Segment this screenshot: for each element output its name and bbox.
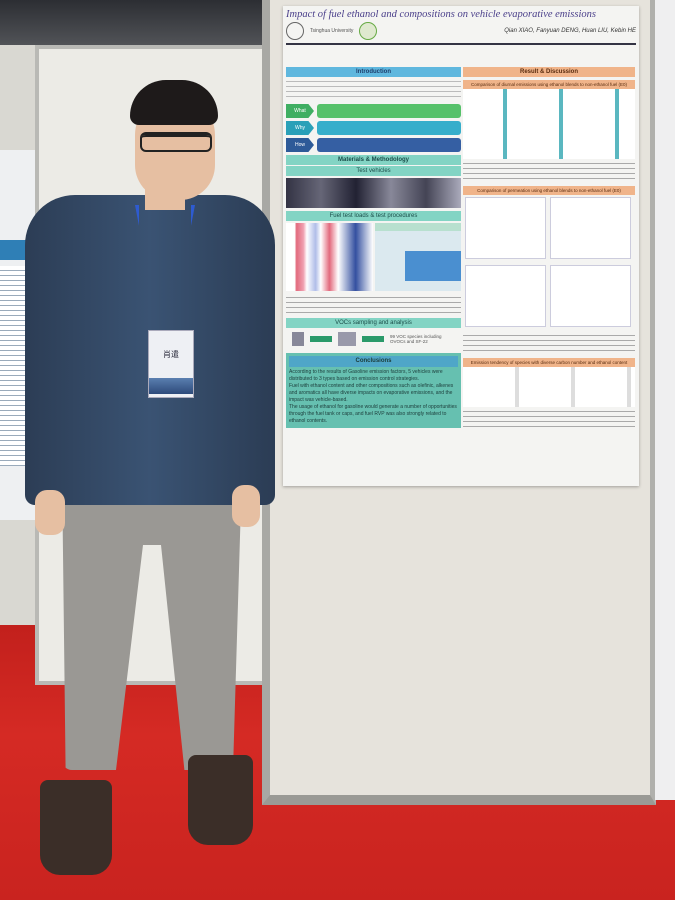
why-label: Why xyxy=(286,121,314,135)
what-bar xyxy=(317,104,461,118)
section-test-vehicles: Test vehicles xyxy=(286,166,461,176)
instrument-icon xyxy=(338,332,356,346)
university-seal-icon xyxy=(286,22,304,40)
conclusion-point: Fuel with ethanol content and other comp… xyxy=(289,383,454,403)
section-introduction: Introduction xyxy=(286,67,461,77)
tendency-figures xyxy=(463,367,635,407)
university-name: Tsinghua University xyxy=(310,28,354,34)
name-badge: 肖遣 xyxy=(148,330,194,398)
how-bar xyxy=(317,138,461,152)
fuel-composition-chart xyxy=(286,223,373,291)
voc-species-text: 99 VOC species including OVOCs and SF-22 xyxy=(390,334,442,344)
leaf-logo-icon xyxy=(359,22,378,40)
right-shoe xyxy=(188,755,253,845)
section-comparison-diurnal: Comparison of diurnal emissions using et… xyxy=(463,80,635,89)
vehicle-photos xyxy=(286,178,461,208)
section-fuel-test: Fuel test loads & test procedures xyxy=(286,211,461,221)
section-comparison-permeation: Comparison of permeation using ethanol b… xyxy=(463,186,635,195)
badge-name: 肖遣 xyxy=(163,350,179,359)
how-label: How xyxy=(286,138,314,152)
research-poster: Impact of fuel ethanol and compositions … xyxy=(283,6,639,486)
section-materials: Materials & Methodology xyxy=(286,155,461,165)
right-hand xyxy=(232,485,260,527)
arrow-right-icon xyxy=(362,336,384,342)
left-shoe xyxy=(40,780,112,875)
neighbor-poster-board-right xyxy=(655,0,675,800)
conclusion-point: According to the results of Gasoline emi… xyxy=(289,369,443,382)
conclusions-box: Conclusions According to the results of … xyxy=(286,353,461,428)
test-schedule-table xyxy=(374,223,461,291)
diurnal-figures xyxy=(463,89,635,159)
section-emission-tendency: Emission tendency of species with divers… xyxy=(463,358,635,367)
poster-title: Impact of fuel ethanol and compositions … xyxy=(286,9,596,20)
glasses xyxy=(140,132,212,152)
conclusion-point: The usage of ethanol for gasoline would … xyxy=(289,404,457,424)
canister-icon xyxy=(292,332,304,346)
left-hand xyxy=(35,490,65,535)
arrow-right-icon xyxy=(310,336,332,342)
what-label: What xyxy=(286,104,314,118)
section-results: Result & Discussion xyxy=(463,67,635,77)
section-vocs: VOCs sampling and analysis xyxy=(286,318,461,328)
section-conclusions: Conclusions xyxy=(289,356,458,367)
permeation-figures xyxy=(463,195,635,331)
poster-authors: Qian XIAO, Fanyuan DENG, Huan LIU, Kebin… xyxy=(504,28,636,34)
hair xyxy=(130,80,218,125)
why-bar xyxy=(317,121,461,135)
